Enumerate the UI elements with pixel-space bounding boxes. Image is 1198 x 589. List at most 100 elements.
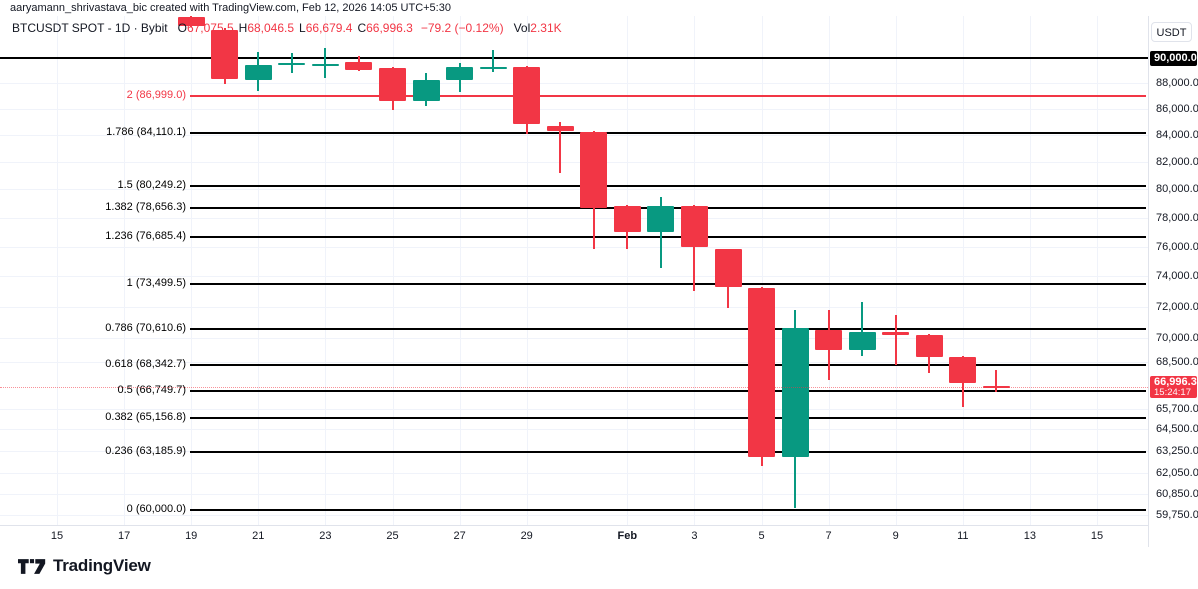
vertical-gridline (57, 16, 58, 525)
vertical-gridline (1029, 16, 1031, 525)
horizontal-gridline (0, 429, 1148, 431)
time-tick-label-13: 13 (1023, 530, 1037, 542)
vertical-gridline (124, 16, 126, 525)
candle-body-Feb-5 (748, 287, 775, 458)
fib-level-label-0.786: 0.786 (70,610.6) (105, 321, 186, 334)
vertical-gridline (526, 16, 528, 525)
candle-body-Jan-22 (278, 63, 306, 65)
fib-level-line-0.618[interactable] (190, 363, 1146, 366)
fib-level-label-0.618: 0.618 (68,342.7) (105, 357, 186, 370)
attribution-text: aaryamann_shrivastava_bic created with T… (10, 2, 451, 14)
candle-wick-Jan-22 (290, 53, 293, 73)
price-axis[interactable]: 90,000.0 66,996.3 15:24:17 88,000.0 86,00… (1148, 16, 1198, 547)
vertical-gridline (895, 16, 897, 525)
horizontal-line-price-badge: 90,000.0 (1150, 50, 1197, 66)
time-tick-label-15: 15 (1090, 530, 1104, 542)
fib-level-line-2[interactable] (190, 94, 1146, 97)
candle-body-Feb-2 (647, 206, 675, 232)
time-tick-label-27: 27 (453, 530, 466, 542)
candle-wick-Feb-8 (861, 302, 864, 356)
currency-toggle-button[interactable]: USDT (1151, 22, 1192, 42)
vertical-gridline (828, 16, 830, 525)
candle-wick-Jan-30 (559, 122, 562, 173)
horizontal-line-90000[interactable] (0, 57, 1148, 59)
horizontal-gridline (0, 494, 1148, 496)
candle-wick-Feb-2 (659, 197, 662, 268)
horizontal-gridline (0, 189, 1148, 191)
brand-name: TradingView (53, 556, 151, 575)
horizontal-gridline (0, 161, 1148, 163)
fib-level-line-0.236[interactable] (190, 451, 1146, 454)
vertical-gridline (761, 16, 763, 525)
fib-level-line-1.5[interactable] (190, 184, 1146, 187)
fib-level-line-1[interactable] (190, 282, 1146, 285)
price-tick-label: 88,000.0 (1156, 77, 1198, 89)
candle-body-Jan-23 (311, 64, 339, 67)
horizontal-gridline (0, 108, 1148, 110)
price-tick-label: 70,000.0 (1156, 332, 1198, 345)
time-tick-label-23: 23 (319, 530, 332, 542)
vertical-gridline (392, 16, 394, 525)
candle-body-Jan-25 (379, 67, 406, 102)
ohlc-high: H68,046.5 (238, 21, 295, 35)
fib-level-line-1.786[interactable] (190, 132, 1146, 135)
symbol-title[interactable]: BTCUSDT SPOT - 1D · Bybit (12, 21, 168, 35)
price-tick-label: 76,000.0 (1156, 240, 1198, 253)
fib-level-label-1.382: 1.382 (78,656.3) (105, 201, 186, 214)
tradingview-logo[interactable]: TradingView (18, 553, 151, 579)
fib-level-label-0.5: 0.5 (66,749.7) (117, 384, 187, 397)
price-tick-label: 60,850.0 (1156, 488, 1198, 501)
vertical-gridline (191, 16, 193, 525)
vertical-gridline (627, 16, 629, 525)
candle-wick-Feb-9 (894, 314, 897, 365)
time-tick-label-7: 7 (825, 530, 832, 542)
last-price-badge: 66,996.3 15:24:17 (1150, 376, 1197, 398)
vertical-gridline (325, 16, 327, 525)
candle-body-Feb-9 (882, 331, 910, 335)
time-tick-label-29: 29 (520, 530, 533, 542)
horizontal-gridline (0, 83, 1148, 84)
price-tick-label: 63,250.0 (1156, 445, 1198, 458)
last-price-value: 66,996.3 (1154, 376, 1197, 388)
candle-body-Jan-30 (546, 125, 574, 132)
fib-level-label-0.236: 0.236 (63,185.9) (105, 445, 186, 458)
ohlc-close: C66,996.3 (357, 21, 413, 35)
candle-body-Jan-24 (345, 61, 373, 70)
horizontal-gridline (0, 306, 1148, 308)
candle-body-Feb-4 (714, 249, 742, 288)
time-tick-label-Feb: Feb (617, 530, 638, 542)
fib-level-label-1.5: 1.5 (80,249.2) (117, 178, 187, 191)
fib-level-line-0[interactable] (190, 509, 1146, 511)
time-tick-label-15: 15 (50, 530, 64, 542)
price-tick-label: 68,500.0 (1156, 356, 1198, 369)
fib-level-line-0.5[interactable] (190, 390, 1146, 393)
fib-level-label-2: 2 (86,999.0) (126, 88, 186, 101)
horizontal-gridline (0, 246, 1148, 248)
candle-body-Jan-31 (580, 131, 608, 208)
fib-level-line-0.382[interactable] (190, 417, 1146, 420)
price-tick-label: 72,000.0 (1156, 300, 1198, 313)
candle-body-Jan-21 (244, 65, 272, 81)
candle-wick-Jan-23 (324, 47, 327, 78)
time-axis[interactable]: 15 17 19 21 23 25 27 29 Feb 3 5 7 9 11 13 15 (0, 525, 1148, 548)
ohlc-low: L66,679.4 (299, 21, 353, 35)
volume: Vol2.31K (513, 21, 562, 35)
candle-body-Feb-6 (781, 327, 809, 458)
candle-body-Jan-29 (513, 67, 541, 125)
time-tick-label-11: 11 (957, 530, 969, 542)
candle-body-Jan-20 (211, 29, 239, 79)
time-tick-label-19: 19 (185, 530, 198, 542)
ohlc-open: O67,075.5 (177, 21, 234, 35)
fib-level-line-0.786[interactable] (190, 327, 1146, 330)
fib-level-line-1.236[interactable] (190, 235, 1146, 238)
candle-body-Jan-27 (446, 66, 474, 80)
horizontal-gridline (0, 472, 1148, 474)
chart-pane[interactable]: 2 (86,999.0) 1.786 (84,110.1) 1.5 (80,249.… (0, 16, 1148, 525)
horizontal-gridline (0, 134, 1148, 136)
time-tick-label-5: 5 (758, 530, 765, 542)
candle-wick-Jan-28 (492, 50, 495, 73)
candle-body-Feb-8 (848, 331, 876, 351)
bar-countdown: 15:24:17 (1154, 387, 1191, 398)
price-tick-label: 64,500.0 (1156, 423, 1198, 436)
